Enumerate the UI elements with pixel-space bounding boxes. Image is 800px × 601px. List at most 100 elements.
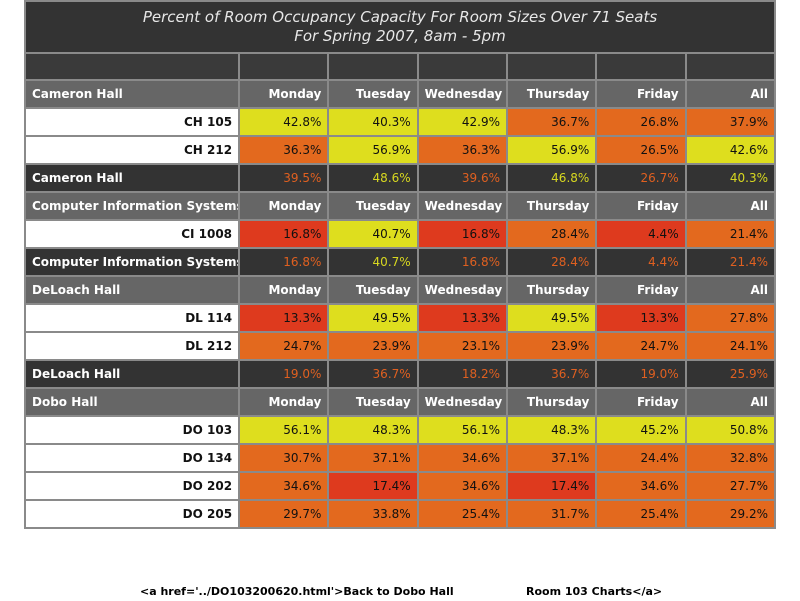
occupancy-cell: 23.9% xyxy=(507,333,596,359)
room-row: CI 1008 16.8% 40.7% 16.8% 28.4% 4.4% 21.4% xyxy=(26,221,774,247)
day-header-wednesday: Wednesday xyxy=(418,277,506,303)
building-header-row: Dobo Hall Monday Tuesday Wednesday Thursday F… xyxy=(26,389,774,415)
occupancy-cell: 48.3% xyxy=(329,417,417,443)
occupancy-cell: 30.7% xyxy=(240,445,328,471)
occupancy-cell: 36.7% xyxy=(507,109,596,135)
occupancy-cell: 4.4% xyxy=(597,221,685,247)
occupancy-cell: 40.3% xyxy=(329,109,417,135)
building-summary-row: Cameron Hall 39.5% 48.6% 39.6% 46.8% 26.7% 40.… xyxy=(26,165,774,191)
occupancy-cell: 25.4% xyxy=(418,501,506,527)
occupancy-cell: 56.1% xyxy=(418,417,506,443)
summary-cell: 40.7% xyxy=(329,249,417,275)
room-row: DL 114 13.3% 49.5% 13.3% 49.5% 13.3% 27.8% xyxy=(26,305,774,331)
room-charts-link[interactable]: Room 103 Charts</a> xyxy=(526,585,663,598)
day-header-all: All xyxy=(686,277,774,303)
occupancy-cell: 27.7% xyxy=(686,473,774,499)
summary-cell: 26.7% xyxy=(597,165,685,191)
building-summary-row: Computer Information Systems 16.8% 40.7% 16… xyxy=(26,249,774,275)
occupancy-cell: 45.2% xyxy=(597,417,685,443)
spacer-cell xyxy=(686,54,774,79)
occupancy-cell: 50.8% xyxy=(686,417,774,443)
day-header-monday: Monday xyxy=(240,193,328,219)
summary-cell: 39.6% xyxy=(418,165,506,191)
occupancy-cell: 56.9% xyxy=(507,137,596,163)
summary-cell: 28.4% xyxy=(507,249,596,275)
occupancy-cell: 40.7% xyxy=(329,221,417,247)
day-header-thursday: Thursday xyxy=(507,193,596,219)
occupancy-cell: 36.3% xyxy=(240,137,328,163)
occupancy-cell: 34.6% xyxy=(418,473,506,499)
report-title-line1: Percent of Room Occupancy Capacity For R… xyxy=(142,8,658,26)
occupancy-cell: 23.1% xyxy=(418,333,506,359)
summary-cell: 36.7% xyxy=(329,361,417,387)
occupancy-cell: 29.7% xyxy=(240,501,328,527)
summary-cell: 39.5% xyxy=(240,165,328,191)
room-row: DO 205 29.7% 33.8% 25.4% 31.7% 25.4% 29.2% xyxy=(26,501,774,527)
day-header-wednesday: Wednesday xyxy=(418,193,506,219)
building-header-row: DeLoach Hall Monday Tuesday Wednesday Thursd… xyxy=(26,277,774,303)
report-body: Percent of Room Occupancy Capacity For R… xyxy=(26,2,774,527)
day-header-monday: Monday xyxy=(240,81,328,107)
building-header-name: Cameron Hall xyxy=(26,81,239,107)
footer: <a href='../DO103200620.html'>Back to Do… xyxy=(0,585,800,601)
occupancy-cell: 33.8% xyxy=(329,501,417,527)
room-row: DO 103 56.1% 48.3% 56.1% 48.3% 45.2% 50.8% xyxy=(26,417,774,443)
day-header-wednesday: Wednesday xyxy=(418,81,506,107)
day-header-wednesday: Wednesday xyxy=(418,389,506,415)
back-to-dobo-hall-link[interactable]: <a href='../DO103200620.html'>Back to Do… xyxy=(140,585,454,598)
room-name: DO 205 xyxy=(26,501,239,527)
room-name: DO 103 xyxy=(26,417,239,443)
occupancy-cell: 37.1% xyxy=(507,445,596,471)
occupancy-cell: 42.9% xyxy=(418,109,506,135)
summary-cell: 48.6% xyxy=(329,165,417,191)
summary-cell: 18.2% xyxy=(418,361,506,387)
room-name: CI 1008 xyxy=(26,221,239,247)
day-header-monday: Monday xyxy=(240,277,328,303)
occupancy-report-table: Percent of Room Occupancy Capacity For R… xyxy=(24,0,776,529)
occupancy-cell: 31.7% xyxy=(507,501,596,527)
spacer-cell xyxy=(507,54,596,79)
occupancy-cell: 48.3% xyxy=(507,417,596,443)
occupancy-cell: 32.8% xyxy=(686,445,774,471)
occupancy-cell: 28.4% xyxy=(507,221,596,247)
summary-cell: 4.4% xyxy=(597,249,685,275)
day-header-tuesday: Tuesday xyxy=(329,81,417,107)
summary-cell: 16.8% xyxy=(240,249,328,275)
day-header-friday: Friday xyxy=(597,277,685,303)
occupancy-cell: 16.8% xyxy=(418,221,506,247)
building-header-name: DeLoach Hall xyxy=(26,277,239,303)
occupancy-cell: 17.4% xyxy=(507,473,596,499)
occupancy-cell: 24.4% xyxy=(597,445,685,471)
day-header-friday: Friday xyxy=(597,81,685,107)
occupancy-cell: 42.8% xyxy=(240,109,328,135)
room-row: CH 212 36.3% 56.9% 36.3% 56.9% 26.5% 42.6% xyxy=(26,137,774,163)
occupancy-cell: 26.5% xyxy=(597,137,685,163)
room-name: DL 114 xyxy=(26,305,239,331)
day-header-friday: Friday xyxy=(597,193,685,219)
occupancy-cell: 21.4% xyxy=(686,221,774,247)
room-name: DO 134 xyxy=(26,445,239,471)
occupancy-cell: 37.9% xyxy=(686,109,774,135)
occupancy-cell: 37.1% xyxy=(329,445,417,471)
occupancy-cell: 49.5% xyxy=(507,305,596,331)
day-header-friday: Friday xyxy=(597,389,685,415)
occupancy-cell: 23.9% xyxy=(329,333,417,359)
summary-cell: 16.8% xyxy=(418,249,506,275)
title-row: Percent of Room Occupancy Capacity For R… xyxy=(26,2,774,52)
day-header-tuesday: Tuesday xyxy=(329,277,417,303)
occupancy-cell: 13.3% xyxy=(597,305,685,331)
occupancy-cell: 16.8% xyxy=(240,221,328,247)
day-header-tuesday: Tuesday xyxy=(329,193,417,219)
occupancy-cell: 34.6% xyxy=(240,473,328,499)
occupancy-cell: 24.7% xyxy=(240,333,328,359)
room-row: DO 134 30.7% 37.1% 34.6% 37.1% 24.4% 32.8% xyxy=(26,445,774,471)
occupancy-cell: 36.3% xyxy=(418,137,506,163)
building-summary-name: Cameron Hall xyxy=(26,165,239,191)
occupancy-cell: 49.5% xyxy=(329,305,417,331)
room-name: CH 212 xyxy=(26,137,239,163)
spacer-cell xyxy=(597,54,685,79)
room-row: DO 202 34.6% 17.4% 34.6% 17.4% 34.6% 27.7% xyxy=(26,473,774,499)
day-header-thursday: Thursday xyxy=(507,277,596,303)
summary-cell: 25.9% xyxy=(686,361,774,387)
spacer-cell xyxy=(329,54,417,79)
